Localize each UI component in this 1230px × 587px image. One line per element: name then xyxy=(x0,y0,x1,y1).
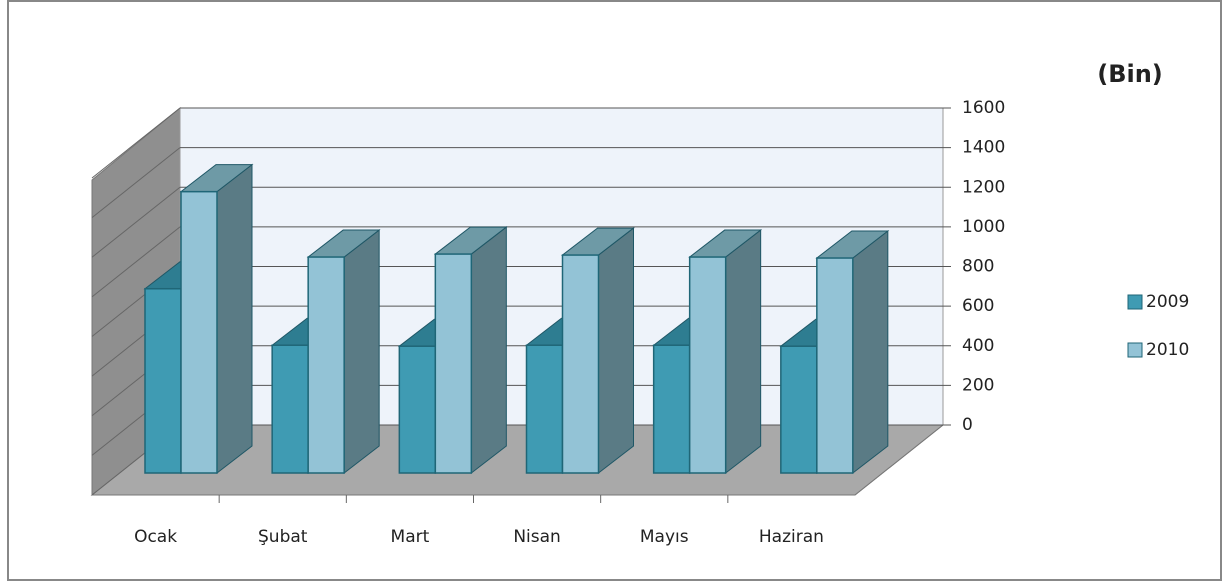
bar-front xyxy=(688,256,727,474)
bar xyxy=(179,163,254,475)
bar-front xyxy=(307,256,345,474)
bar-side xyxy=(598,227,634,475)
side-grid-line xyxy=(91,107,181,179)
x-tick-label: Şubat xyxy=(258,527,308,547)
bar-side xyxy=(470,226,507,475)
legend-label: 2009 xyxy=(1146,292,1189,312)
chart-title: (Bin) xyxy=(1097,60,1163,88)
y-tick-label: 1200 xyxy=(962,177,1005,197)
bar-front xyxy=(398,345,437,474)
y-tick-label: 200 xyxy=(962,375,994,395)
bar-side xyxy=(216,163,253,475)
bar-front xyxy=(525,344,564,474)
x-tick-label: Mayıs xyxy=(640,527,689,547)
legend-label: 2010 xyxy=(1146,340,1189,360)
bar-side xyxy=(725,229,762,475)
y-tick-label: 800 xyxy=(962,257,994,277)
bar-front xyxy=(561,254,600,474)
bar xyxy=(688,229,763,475)
bar-front xyxy=(652,344,691,474)
bar-front xyxy=(780,345,818,474)
bar xyxy=(306,229,381,475)
bar-front xyxy=(816,257,854,474)
bar xyxy=(433,226,508,475)
side-grid-line xyxy=(91,147,181,219)
bar-side xyxy=(852,230,889,475)
y-tick-label: 1000 xyxy=(962,217,1005,237)
y-tick-label: 600 xyxy=(962,296,994,316)
bar-front xyxy=(144,287,182,474)
legend-swatch xyxy=(1127,342,1143,358)
y-tick-label: 1400 xyxy=(962,138,1005,158)
bar-front xyxy=(434,253,473,474)
bar xyxy=(815,230,890,475)
x-tick-label: Haziran xyxy=(759,527,824,547)
bar-side xyxy=(343,229,380,475)
bar-front xyxy=(271,344,309,474)
bar-front xyxy=(180,190,218,474)
x-tick-label: Ocak xyxy=(134,527,177,547)
x-tick-label: Mart xyxy=(391,527,430,547)
side-grid-line xyxy=(91,186,181,258)
x-tick-label: Nisan xyxy=(513,527,561,547)
y-tick-label: 0 xyxy=(962,415,973,435)
side-grid-line xyxy=(91,226,181,298)
legend-swatch xyxy=(1127,294,1143,310)
bar xyxy=(561,227,635,475)
y-tick-label: 400 xyxy=(962,336,994,356)
y-tick-label: 1600 xyxy=(962,98,1005,118)
